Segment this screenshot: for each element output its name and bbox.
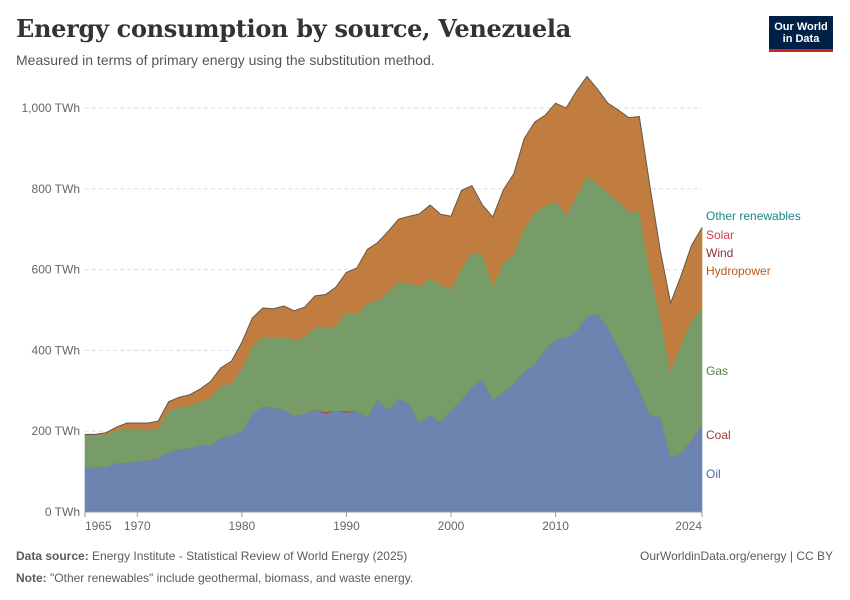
logo-line-2: in Data [782,32,820,45]
chart-axes: 1965 1970 1980 1990 2000 2010 2024 [84,511,703,533]
chart-subtitle: Measured in terms of primary energy usin… [16,52,435,68]
chart-legend: Oil Coal Gas Hydropower Wind Solar Other renew… [706,209,801,481]
chart-title: Energy consumption by source, Venezuela [16,14,571,43]
source-label: Data source: [16,549,89,563]
source-line: Data source: Energy Institute - Statisti… [16,549,407,563]
credit-link[interactable]: OurWorldinData.org/energy | CC BY [640,549,833,563]
legend-oil[interactable]: Oil [706,467,721,481]
total-outline [85,75,703,435]
chart-areas [84,75,703,513]
x-tick-label: 2024 [675,519,702,533]
y-tick-label: 200 TWh [32,424,80,438]
legend-hydropower[interactable]: Hydropower [706,264,771,278]
legend-coal[interactable]: Coal [706,428,731,442]
y-tick-label: 0 TWh [45,505,80,519]
logo-line-1: Our World [774,20,828,33]
source-text[interactable]: Energy Institute - Statistical Review of… [92,549,408,563]
x-tick-label: 2010 [542,519,569,533]
note-text: "Other renewables" include geothermal, b… [50,571,414,585]
legend-other-renewables[interactable]: Other renewables [706,209,801,223]
x-tick-label: 1965 [85,519,112,533]
x-tick-label: 2000 [438,519,465,533]
y-tick-label: 600 TWh [32,263,80,277]
legend-solar[interactable]: Solar [706,228,734,242]
y-tick-label: 400 TWh [32,343,80,357]
note-line: Note: "Other renewables" include geother… [16,571,413,585]
x-tick-label: 1990 [333,519,360,533]
legend-wind[interactable]: Wind [706,246,733,260]
legend-gas[interactable]: Gas [706,364,728,378]
x-tick-label: 1970 [124,519,151,533]
y-tick-label: 1,000 TWh [22,101,80,115]
x-tick-label: 1980 [229,519,256,533]
owid-logo[interactable]: Our World in Data [769,16,833,52]
note-label: Note: [16,571,47,585]
y-tick-label: 800 TWh [32,182,80,196]
